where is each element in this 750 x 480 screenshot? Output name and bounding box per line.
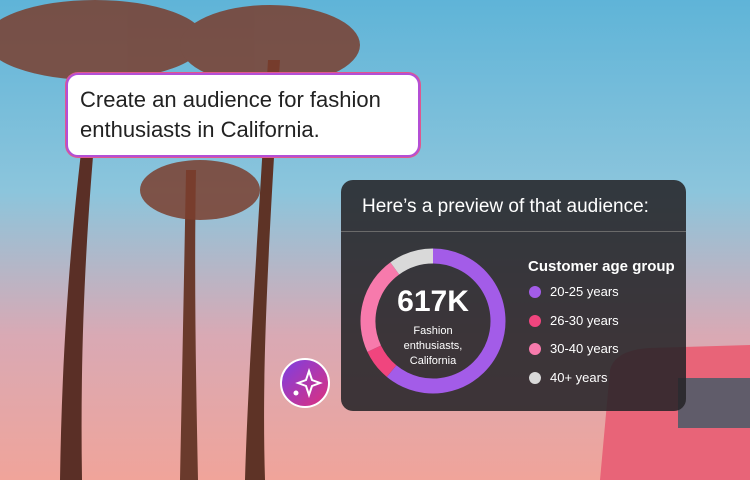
donut-segment (386, 248, 506, 394)
legend-swatch (529, 371, 541, 384)
donut-segment (360, 262, 400, 352)
prompt-text: Create an audience for fashion enthusias… (80, 87, 381, 142)
legend-label: 20-25 years (550, 284, 619, 299)
legend-swatch (529, 286, 541, 298)
donut-segment (390, 248, 434, 275)
assistant-avatar (280, 358, 330, 408)
legend-swatch (529, 314, 541, 327)
donut-segment (367, 345, 397, 377)
sparkle-dot (293, 390, 299, 396)
legend-label: 26-30 years (550, 312, 619, 328)
sparkle-icon (295, 367, 323, 399)
divider (341, 231, 686, 232)
panel-title: Here’s a preview of that audience: (362, 196, 649, 217)
center-value: 617K (397, 285, 469, 318)
legend-swatch (529, 343, 541, 355)
legend-label: 40+ years (550, 369, 608, 385)
legend-label: 30-40 years (550, 341, 619, 356)
prompt-bubble: Create an audience for fashion enthusias… (66, 73, 420, 157)
legend-title: Customer age group (528, 258, 675, 275)
center-label: Fashion enthusiasts, California (403, 325, 463, 367)
